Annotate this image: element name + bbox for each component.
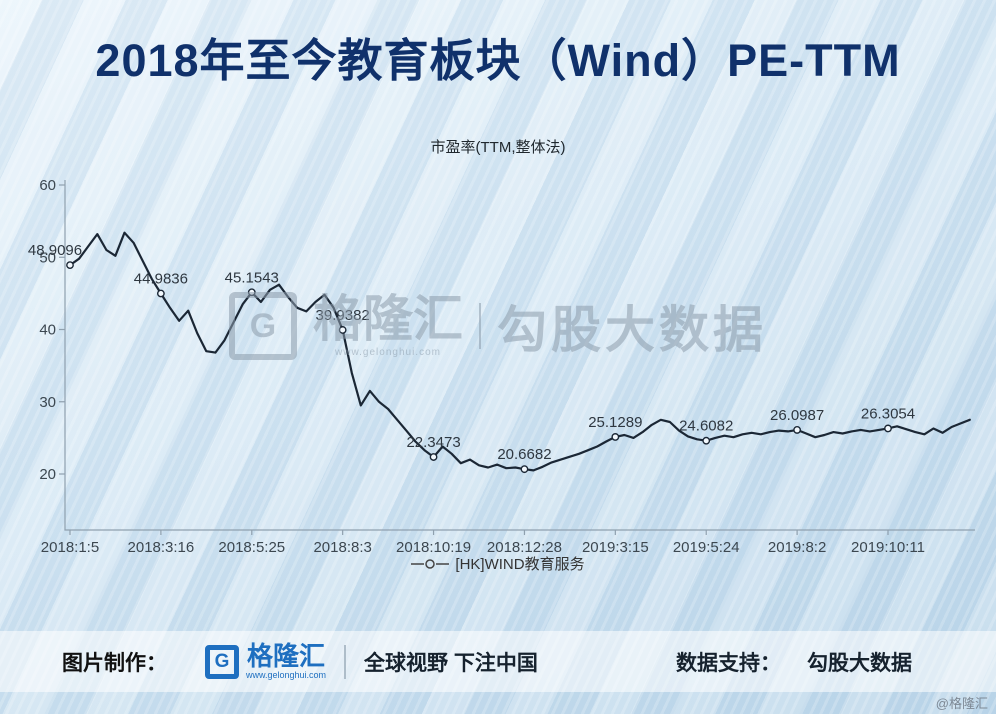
svg-text:2018:1:5: 2018:1:5	[41, 539, 99, 556]
footer-brand-name: 格隆汇	[247, 641, 326, 671]
svg-text:2018:8:3: 2018:8:3	[313, 539, 371, 556]
svg-text:2019:5:24: 2019:5:24	[673, 539, 740, 556]
svg-text:2019:10:11: 2019:10:11	[851, 539, 925, 556]
legend-series-label: [HK]WIND教育服务	[455, 556, 585, 573]
chart-subtitle: 市盈率(TTM,整体法)	[430, 139, 566, 156]
pe-ttm-line-chart: 20 30 40 50 60 2018:1:5 2018:3:16 2018:5:25 2018…	[28, 177, 975, 556]
svg-text:2018:10:19: 2018:10:19	[396, 539, 471, 556]
legend-line-marker-icon	[411, 558, 450, 569]
chart-legend: [HK]WIND教育服务	[0, 553, 996, 574]
footer-data-support-label: 数据支持：	[676, 651, 781, 675]
svg-text:2018:3:16: 2018:3:16	[128, 539, 195, 556]
svg-text:2019:8:2: 2019:8:2	[768, 539, 826, 556]
svg-text:60: 60	[39, 177, 56, 194]
svg-text:25.1289: 25.1289	[588, 414, 642, 431]
footer-slogan: 全球视野 下注中国	[364, 651, 538, 675]
svg-text:40: 40	[39, 322, 56, 339]
svg-text:39.9382: 39.9382	[316, 307, 370, 324]
footer-made-by-label: 图片制作：	[62, 651, 167, 675]
svg-text:48.9096: 48.9096	[28, 242, 82, 259]
svg-text:26.3054: 26.3054	[861, 405, 915, 422]
svg-text:22.3473: 22.3473	[406, 434, 460, 451]
svg-text:20: 20	[39, 466, 56, 483]
footer-divider	[344, 644, 347, 679]
footer-brand-url: www.gelonghui.com	[246, 670, 327, 680]
footer-logo-icon: G	[205, 644, 239, 679]
corner-credit: @格隆汇	[935, 696, 988, 711]
svg-text:26.0987: 26.0987	[770, 407, 824, 424]
footer-bar: 图片制作： G 格隆汇 www.gelonghui.com 全球视野 下注中国 …	[0, 631, 996, 692]
svg-text:44.9836: 44.9836	[134, 270, 188, 287]
svg-text:30: 30	[39, 394, 56, 411]
svg-text:45.1543: 45.1543	[225, 269, 279, 286]
svg-text:50: 50	[39, 249, 56, 266]
svg-text:2018:12:28: 2018:12:28	[487, 539, 562, 556]
footer-data-support-group: 数据支持： 勾股大数据	[676, 647, 912, 677]
svg-text:2019:3:15: 2019:3:15	[582, 539, 649, 556]
svg-text:24.6082: 24.6082	[679, 418, 733, 435]
svg-text:2018:5:25: 2018:5:25	[218, 539, 285, 556]
footer-data-brand: 勾股大数据	[807, 651, 912, 675]
footer-brand-block: 格隆汇 www.gelonghui.com	[246, 643, 326, 680]
footer-brand-logo: G 格隆汇 www.gelonghui.com	[205, 643, 326, 680]
svg-text:20.6682: 20.6682	[497, 446, 551, 463]
page-title: 2018年至今教育板块（Wind）PE-TTM	[95, 35, 901, 86]
